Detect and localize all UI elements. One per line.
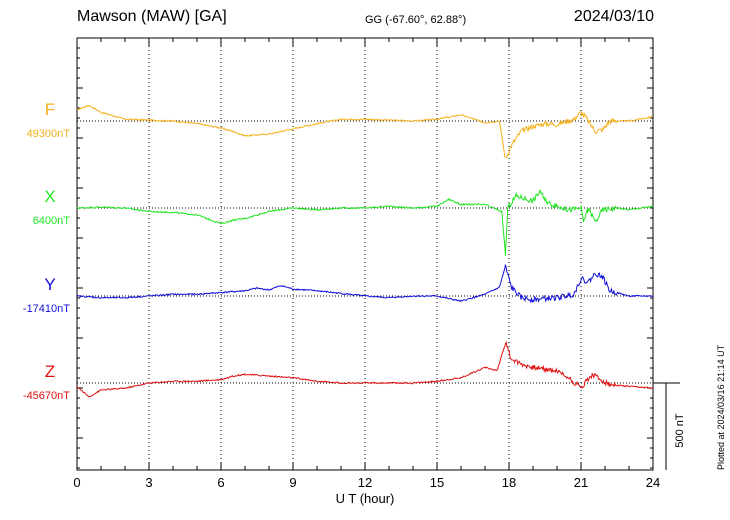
x-tick-label: 9: [289, 475, 296, 490]
x-tick-label: 3: [145, 475, 152, 490]
baseline-label-y: -17410nT: [23, 303, 70, 315]
series-line-x: [76, 188, 654, 256]
series-label-f: F: [45, 100, 55, 119]
baseline-label-z: -45670nT: [23, 390, 70, 402]
series-line-f: [76, 105, 654, 159]
x-tick-label: 21: [574, 475, 588, 490]
chart-title: Mawson (MAW) [GA]: [77, 8, 227, 25]
scale-bar-label: 500 nT: [674, 413, 686, 448]
x-tick-label: 12: [358, 475, 372, 490]
x-tick-label: 18: [502, 475, 516, 490]
series-label-x: X: [44, 187, 55, 206]
x-tick-label: 0: [73, 475, 80, 490]
x-tick-label: 24: [646, 475, 660, 490]
x-tick-label: 6: [217, 475, 224, 490]
series-label-z: Z: [45, 362, 55, 381]
x-axis-label: U T (hour): [336, 491, 395, 506]
baseline-label-x: 6400nT: [33, 215, 71, 227]
series-line-z: [76, 340, 654, 398]
x-tick-label: 15: [430, 475, 444, 490]
plotted-timestamp: Plotted at 2024/03/16 21:14 UT: [716, 344, 726, 470]
baseline-label-f: 49300nT: [27, 128, 71, 140]
series-line-y: [76, 264, 654, 304]
station-coordinates: GG (-67.60°, 62.88°): [365, 14, 467, 26]
series-label-y: Y: [44, 275, 55, 294]
chart-date: 2024/03/10: [573, 8, 654, 25]
